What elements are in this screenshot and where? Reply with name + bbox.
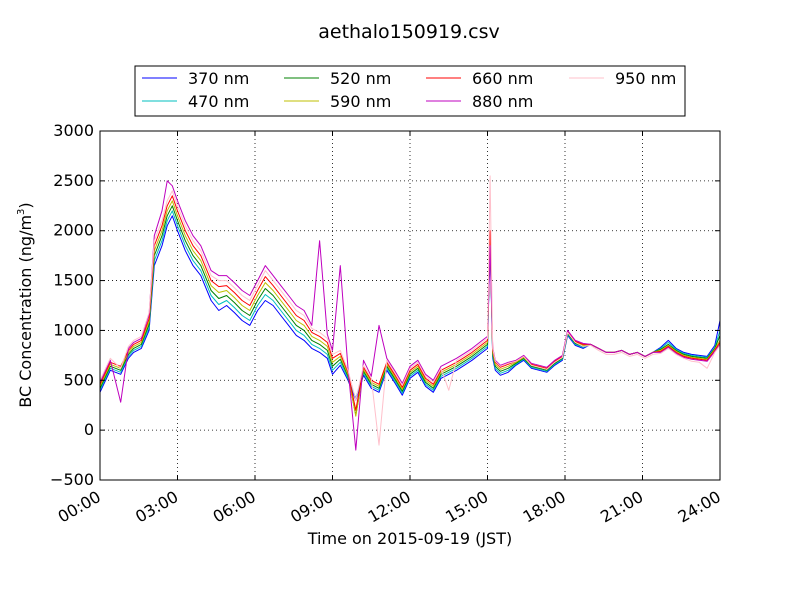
series-lines	[99, 175, 721, 451]
y-axis-label: BC Concentration (ng/m3)	[16, 202, 35, 407]
y-tick-label: 0	[84, 420, 94, 439]
grid-lines	[100, 131, 720, 480]
y-tick-label: 1500	[53, 271, 94, 290]
y-tick-label: −500	[50, 470, 94, 489]
series-line-880-nm	[99, 180, 721, 451]
y-tick-labels: −500 0 500 1000 1500 2000 2500 3000	[50, 121, 94, 489]
legend-label: 660 nm	[472, 69, 533, 88]
y-tick-label: 2000	[53, 221, 94, 240]
y-tick-label: 2500	[53, 171, 94, 190]
series-line-950-nm	[99, 175, 721, 446]
legend-label: 950 nm	[615, 69, 676, 88]
legend-label: 520 nm	[330, 69, 391, 88]
chart-title: aethalo150919.csv	[318, 21, 500, 43]
legend-label: 590 nm	[330, 92, 391, 111]
legend-label: 470 nm	[188, 92, 249, 111]
y-axis-label-main: BC Concentration (ng/m	[16, 215, 35, 408]
axis-ticks	[99, 130, 721, 481]
y-axis-label-close: )	[16, 202, 35, 208]
y-axis-label-superscript: 3	[16, 209, 27, 215]
legend-label: 880 nm	[472, 92, 533, 111]
legend: 370 nm 470 nm 520 nm 590 nm 660 nm 880 nm 950 …	[134, 65, 686, 117]
legend-label: 370 nm	[188, 69, 249, 88]
y-tick-label: 500	[63, 370, 94, 389]
legend-entries: 370 nm 470 nm 520 nm 590 nm 660 nm 880 nm 950 …	[142, 69, 676, 111]
y-tick-label: 3000	[53, 121, 94, 140]
legend-box	[134, 65, 686, 117]
x-axis-label: Time on 2015-09-19 (JST)	[307, 529, 512, 548]
y-tick-label: 1000	[53, 320, 94, 339]
